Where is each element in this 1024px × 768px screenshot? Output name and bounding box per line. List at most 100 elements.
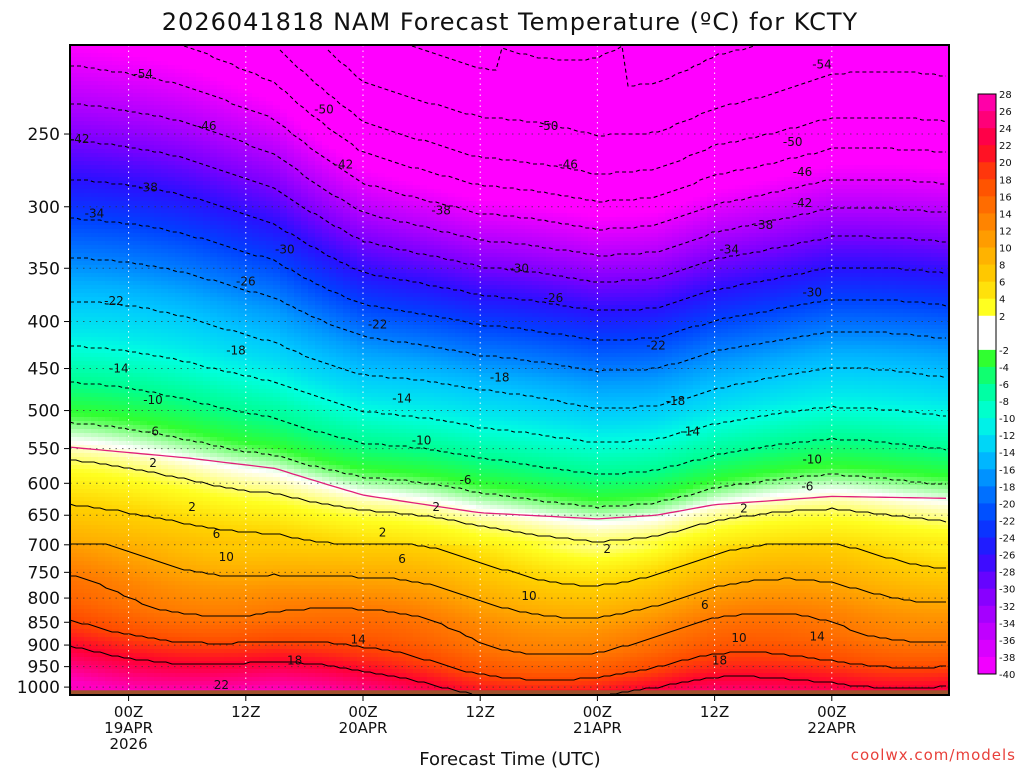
colorbar-tick-label: -6 [999, 380, 1009, 391]
colorbar: 28 26 24 22 20 18 16 14 12 10 8 6 4 2 -2 -4 -6 -8 -10 -12 -1… [977, 90, 1015, 681]
isotherm--2 [70, 421, 946, 509]
colorbar-swatch [978, 656, 996, 675]
isotherm--18 [70, 257, 946, 373]
isotherm-18 [70, 619, 946, 681]
colorbar-tick-label: -32 [999, 602, 1015, 613]
x-tick-label: 20APR [339, 719, 388, 737]
colorbar-swatch [978, 452, 996, 470]
contour-label: 2 [188, 500, 196, 514]
contour-label: 6 [398, 552, 406, 566]
contour-label: -6 [147, 425, 159, 439]
colorbar-tick-label: -40 [999, 670, 1015, 681]
colorbar-swatch [978, 605, 996, 624]
colorbar-swatch [978, 332, 996, 351]
colorbar-swatch [978, 179, 996, 197]
contour-labels: -54 -50 -46 -42 -50 -50 -54 -42 -46 -46 -38 -42 -34 -… [70, 57, 832, 692]
colorbar-swatch [978, 401, 996, 419]
contour-label: -34 [85, 206, 105, 220]
contour-label: 6 [701, 598, 709, 612]
contour-label: -10 [143, 393, 163, 407]
x-tick-label: 12Z [466, 703, 495, 721]
colorbar-tick-label: -8 [999, 397, 1009, 408]
colorbar-swatch [978, 469, 996, 487]
isotherm--14 [70, 301, 947, 409]
isotherm--50 [327, 49, 946, 137]
contour-label: -42 [334, 158, 354, 172]
contour-label: -30 [275, 243, 295, 257]
contour-label: -22 [104, 294, 124, 308]
y-tick-label: 950 [28, 658, 60, 678]
y-tick-label: 750 [28, 563, 60, 583]
contour-label: 18 [287, 653, 302, 667]
contour-label: -38 [754, 218, 774, 232]
contour-label: 14 [350, 632, 365, 646]
colorbar-tick-label: 16 [999, 192, 1012, 203]
y-tick-label: 400 [28, 313, 60, 333]
contour-label: -54 [133, 67, 153, 81]
colorbar-swatch [978, 162, 996, 180]
y-tick-label: 350 [28, 259, 60, 279]
contour-label: 10 [731, 631, 746, 645]
chart-title: 2026041818 NAM Forecast Temperature (ºC)… [162, 8, 858, 36]
x-tick-label: 00Z [583, 703, 612, 721]
colorbar-swatch [978, 588, 996, 607]
colorbar-swatch [978, 298, 996, 317]
x-tick-label: 19APR [104, 719, 153, 737]
contour-label: -42 [70, 132, 90, 146]
colorbar-tick-label: -24 [999, 534, 1015, 545]
y-tick-label: 850 [28, 613, 60, 633]
colorbar-swatch [978, 281, 996, 300]
y-tick-label: 300 [28, 198, 60, 218]
contour-label: -18 [490, 370, 510, 384]
colorbar-swatch [978, 384, 996, 402]
y-tick-label: 500 [28, 402, 60, 422]
x-tick-label: 00Z [817, 703, 846, 721]
contour-label: -50 [314, 102, 334, 116]
isotherm--54 [411, 45, 755, 87]
freezing-level-line [70, 446, 947, 520]
colorbar-tick-label: 26 [999, 107, 1012, 118]
colorbar-swatch [978, 554, 996, 573]
contour-label: -6 [460, 473, 472, 487]
contour-label: -10 [802, 452, 822, 466]
contour-label: -30 [509, 261, 529, 275]
contour-label: -46 [793, 165, 813, 179]
colorbar-tick-label: 6 [999, 278, 1005, 289]
contour-label: -26 [544, 291, 564, 305]
x-tick-label: 21APR [573, 719, 622, 737]
axes: 250 300 350 400 450 500 550 600 650 700 750 800 850 9… [17, 44, 950, 753]
y-tick-label: 650 [28, 506, 60, 526]
colorbar-swatch [978, 486, 996, 504]
colorbar-tick-label: -12 [999, 431, 1015, 442]
contour-label: -30 [802, 286, 822, 300]
contour-label: -14 [680, 425, 700, 439]
contour-label: -10 [412, 434, 432, 448]
contour-label: -38 [431, 204, 451, 218]
temperature-fill [70, 45, 949, 695]
colorbar-tick-label: -16 [999, 465, 1015, 476]
contour-label: 6 [213, 527, 221, 541]
colorbar-tick-label: -18 [999, 482, 1015, 493]
colorbar-tick-label: 2 [999, 312, 1005, 323]
y-tick-label: 250 [28, 125, 60, 145]
contour-label: -50 [783, 135, 803, 149]
contour-label: 2 [432, 500, 440, 514]
colorbar-swatch [978, 94, 996, 112]
colorbar-swatch [978, 418, 996, 436]
colorbar-swatch [978, 213, 996, 231]
colorbar-swatch [978, 128, 996, 146]
colorbar-tick-label: -34 [999, 619, 1015, 630]
colorbar-swatch [978, 537, 996, 555]
isotherm--42 [183, 45, 946, 203]
colorbar-tick-label: -28 [999, 568, 1015, 579]
colorbar-swatch [978, 622, 996, 641]
contour-label: -46 [558, 158, 578, 172]
contour-label: -6 [801, 480, 813, 494]
contour-label: 2 [740, 501, 748, 515]
colorbar-tick-label: 14 [999, 209, 1012, 220]
site-credit[interactable]: coolwx.com/models [851, 746, 1016, 764]
colorbar-tick-label: -14 [999, 448, 1015, 459]
isotherm--10 [70, 345, 946, 443]
isotherm--38 [70, 65, 946, 231]
